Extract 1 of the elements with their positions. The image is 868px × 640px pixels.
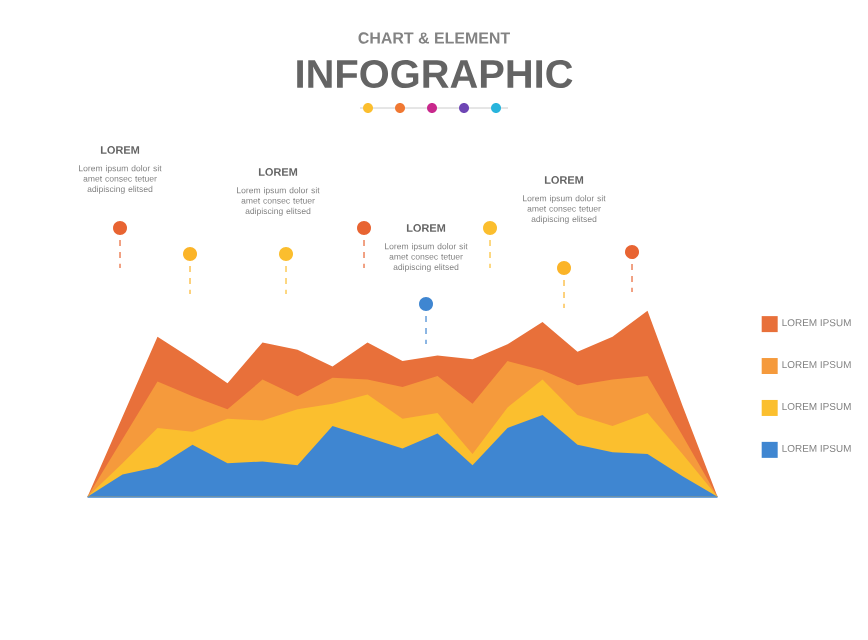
- chart-title: INFOGRAPHIC: [297, 59, 573, 89]
